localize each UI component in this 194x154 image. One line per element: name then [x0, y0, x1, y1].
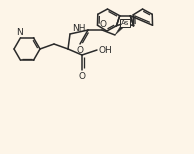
Text: NH: NH	[72, 24, 86, 33]
Text: O: O	[79, 71, 86, 81]
Text: N: N	[16, 28, 23, 37]
Text: O: O	[76, 46, 83, 55]
Text: As: As	[121, 20, 129, 26]
Text: OH: OH	[98, 45, 112, 55]
Polygon shape	[115, 22, 127, 35]
Text: O: O	[100, 20, 107, 29]
